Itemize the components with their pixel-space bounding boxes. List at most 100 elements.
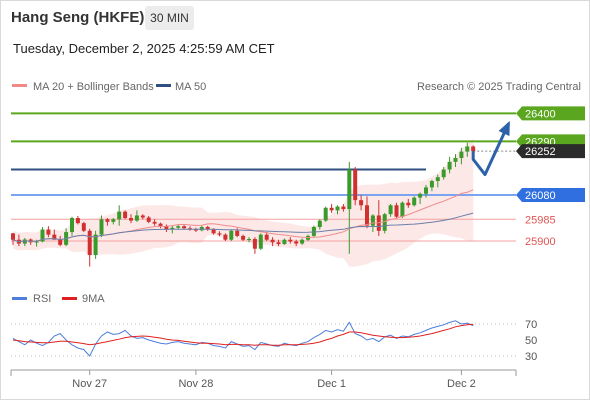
candle-body bbox=[323, 207, 328, 221]
candle-body bbox=[400, 202, 405, 217]
candle-body bbox=[270, 239, 275, 243]
candle-body bbox=[341, 206, 346, 210]
candle-body bbox=[453, 158, 458, 162]
candle-body bbox=[388, 205, 393, 215]
ma20-legend-swatch bbox=[12, 84, 27, 87]
candle-body bbox=[87, 230, 92, 256]
candle bbox=[176, 224, 181, 230]
time-tick-label: Dec 2 bbox=[447, 378, 476, 390]
candle-body bbox=[22, 239, 27, 244]
candle bbox=[388, 203, 393, 217]
rsi-ma-legend-label: 9MA bbox=[82, 293, 105, 305]
rsi-ma-line bbox=[12, 323, 474, 346]
candle-body bbox=[241, 235, 246, 240]
candle-body bbox=[418, 193, 423, 198]
candle-body bbox=[465, 146, 470, 152]
candle-body bbox=[382, 214, 387, 231]
chart-header: Hang Seng (HKFE) 30 MIN bbox=[0, 0, 590, 38]
candle bbox=[146, 215, 151, 224]
candle-body bbox=[105, 219, 110, 222]
candle bbox=[105, 218, 110, 226]
forecast-arrow bbox=[471, 120, 510, 177]
candle bbox=[223, 233, 228, 242]
candle bbox=[323, 206, 328, 222]
moving-averages bbox=[12, 189, 474, 243]
candle bbox=[193, 227, 198, 233]
candle bbox=[435, 174, 440, 188]
rsi-tick-50: 50 bbox=[525, 335, 537, 347]
candle-body bbox=[441, 169, 446, 178]
candle-body bbox=[429, 181, 434, 188]
candle bbox=[58, 235, 63, 247]
candle-body bbox=[146, 217, 151, 222]
candle bbox=[447, 156, 452, 174]
candle-body bbox=[117, 211, 122, 220]
candle-body bbox=[40, 229, 45, 242]
ma50-legend-swatch bbox=[156, 84, 171, 87]
candle-body bbox=[217, 233, 222, 235]
candle bbox=[311, 225, 316, 238]
candle-body bbox=[223, 234, 228, 240]
candle-body bbox=[93, 234, 98, 256]
rsi-legend-swatch bbox=[12, 297, 27, 300]
candle-body bbox=[412, 197, 417, 206]
candle-body bbox=[435, 177, 440, 181]
candle bbox=[75, 215, 80, 225]
candle-body bbox=[140, 215, 145, 218]
candle-body bbox=[123, 211, 128, 219]
candle bbox=[382, 212, 387, 234]
candle bbox=[70, 216, 74, 236]
candle bbox=[347, 161, 352, 254]
candle-body bbox=[182, 226, 187, 229]
forecast-arrowhead bbox=[498, 120, 510, 137]
candle bbox=[164, 224, 169, 233]
ma50-line bbox=[12, 212, 474, 243]
candle bbox=[341, 203, 346, 212]
candle-body bbox=[288, 239, 293, 242]
candle bbox=[46, 226, 51, 238]
candle bbox=[424, 184, 428, 198]
candle bbox=[258, 233, 263, 250]
ma50-legend-label: MA 50 bbox=[175, 81, 206, 93]
price-label-25900: 25900 bbox=[525, 236, 556, 248]
rsi-line bbox=[12, 320, 474, 357]
candle bbox=[465, 142, 470, 157]
candle-body bbox=[229, 230, 234, 240]
price-label-25985: 25985 bbox=[525, 214, 556, 226]
interval-button[interactable]: 30 MIN bbox=[145, 6, 194, 30]
candle-body bbox=[99, 219, 104, 235]
candle bbox=[129, 214, 133, 224]
candle-body bbox=[70, 218, 74, 233]
candle bbox=[87, 228, 92, 267]
candle bbox=[252, 237, 257, 254]
candle-body bbox=[152, 221, 157, 224]
candle bbox=[99, 215, 104, 238]
candle-body bbox=[129, 218, 133, 221]
time-tick-label: Nov 27 bbox=[72, 378, 107, 390]
bollinger-band-fill bbox=[13, 138, 474, 267]
candle-body bbox=[264, 234, 269, 240]
candle bbox=[247, 237, 251, 243]
candle-body bbox=[199, 226, 204, 231]
candle bbox=[282, 238, 287, 245]
rsi-legend: RSI 9MA bbox=[12, 293, 105, 305]
candle bbox=[117, 205, 122, 226]
candle bbox=[459, 147, 464, 165]
candle bbox=[394, 202, 399, 219]
candle bbox=[11, 232, 15, 245]
candle bbox=[400, 201, 405, 219]
main-legend: MA 20 + Bollinger Bands MA 50 Research ©… bbox=[12, 81, 581, 93]
candle bbox=[335, 205, 340, 215]
candle-body bbox=[394, 205, 399, 217]
candle bbox=[140, 214, 145, 220]
candle-body bbox=[300, 239, 305, 244]
price-tag-box-26400 bbox=[516, 106, 585, 121]
candle-body bbox=[311, 226, 316, 236]
candle bbox=[288, 237, 293, 244]
candle bbox=[229, 229, 234, 242]
price-tag-box-26252 bbox=[516, 144, 585, 159]
rsi-ma-legend-swatch bbox=[62, 297, 77, 300]
candle-body bbox=[34, 241, 39, 243]
candle bbox=[412, 196, 417, 207]
